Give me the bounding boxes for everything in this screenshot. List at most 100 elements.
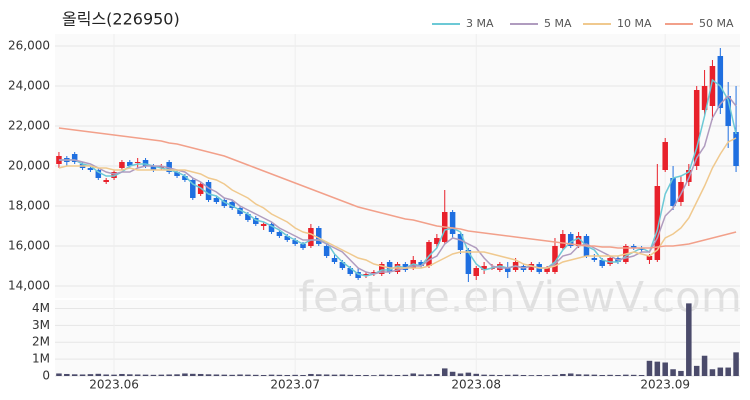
y-tick-label: 16,000 [8, 239, 50, 253]
volume-bar [607, 374, 613, 376]
candle-body [300, 244, 306, 248]
candle-body [127, 162, 133, 166]
candle-body [221, 200, 228, 206]
volume-bar [119, 373, 125, 376]
x-tick-label: 2023.08 [451, 378, 501, 392]
volume-bar [331, 374, 338, 376]
candle-body [237, 208, 243, 214]
legend-label: 10 MA [617, 17, 652, 30]
volume-bar [292, 374, 298, 376]
volume-bar [166, 374, 172, 376]
volume-bar [520, 374, 527, 376]
volume-bar [678, 370, 684, 376]
volume-bar [174, 374, 180, 376]
candle-body [560, 234, 566, 248]
candle-body [316, 228, 322, 244]
volume-bar [253, 374, 259, 376]
volume-bar [316, 374, 322, 376]
candle-body [197, 184, 204, 194]
volume-bar [245, 374, 251, 376]
candle-body [71, 154, 78, 162]
y-tick-label: 0 [42, 369, 50, 383]
candle-body [174, 172, 180, 176]
candle-body [119, 162, 125, 168]
candle-body [95, 170, 102, 178]
volume-bar [300, 374, 306, 376]
candle-body [355, 272, 361, 278]
volume-bar [378, 374, 385, 376]
volume-bar [213, 374, 220, 376]
volume-bar [221, 374, 228, 376]
volume-bar [481, 374, 487, 376]
candle-body [591, 258, 598, 260]
volume-bar [630, 374, 637, 376]
candle-body [111, 172, 117, 178]
volume-bar [512, 374, 519, 376]
y-tick-label: 4M [32, 301, 50, 315]
candle-body [182, 176, 188, 180]
volume-bar [575, 374, 582, 376]
volume-bar [615, 374, 621, 376]
volume-bar [394, 374, 401, 376]
volume-panel [55, 300, 740, 376]
volume-bar [134, 374, 141, 376]
candle-body [709, 66, 716, 106]
volume-bar [205, 374, 212, 376]
watermark: feature.enViewV.com [298, 273, 741, 322]
ma-line [58, 137, 737, 269]
y-tick-label: 24,000 [8, 79, 50, 93]
candle-body [134, 162, 141, 163]
volume-bar [347, 374, 354, 376]
candle-body [473, 268, 479, 276]
candle-body [331, 258, 338, 262]
candle-body [717, 56, 724, 108]
volume-bar [150, 374, 157, 376]
volume-bar [497, 374, 503, 376]
candle-body [253, 218, 259, 224]
candle-body [276, 232, 283, 236]
volume-bar [402, 374, 409, 376]
candle-body [725, 96, 731, 126]
volume-bar [457, 373, 464, 376]
y-tick-label: 18,000 [8, 199, 50, 213]
candle-body [378, 264, 385, 274]
volume-bar [190, 373, 196, 376]
volume-bar [284, 374, 291, 376]
candle-body [607, 258, 613, 264]
volume-bar [528, 375, 535, 376]
volume-bar [489, 374, 495, 376]
volume-bar [473, 373, 479, 376]
candle-body [670, 178, 676, 206]
candle-body [166, 162, 172, 172]
volume-bar [197, 373, 204, 376]
candle-body [504, 268, 511, 272]
volume-bar [733, 352, 739, 376]
y-tick-label: 2M [32, 335, 50, 349]
volume-bar [434, 373, 440, 376]
candle-body [465, 250, 472, 274]
volume-bar [237, 374, 243, 376]
candle-body [678, 182, 684, 202]
candle-body [481, 266, 487, 270]
candle-body [599, 260, 605, 266]
volume-bar [670, 369, 676, 376]
volume-bar [701, 355, 708, 376]
volume-bar [686, 303, 692, 376]
candle-body [158, 166, 165, 168]
volume-bar [64, 373, 70, 376]
volume-bar [654, 361, 661, 376]
candle-body [386, 262, 393, 272]
candle-body [701, 86, 708, 110]
volume-bar [71, 374, 78, 376]
volume-bar [229, 374, 235, 376]
candle-body [292, 240, 298, 244]
candle-body [268, 224, 275, 232]
volume-bar [717, 367, 724, 376]
volume-bar [418, 374, 424, 376]
volume-bar [182, 373, 188, 376]
legend-label: 50 MA [699, 17, 734, 30]
volume-bar [426, 374, 432, 376]
volume-bar [560, 373, 566, 376]
volume-bar [355, 374, 361, 376]
